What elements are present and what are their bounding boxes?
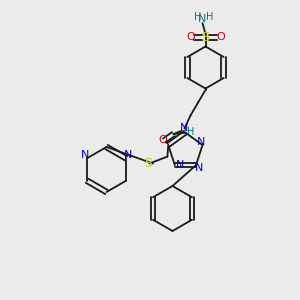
Text: H: H — [194, 11, 202, 22]
Text: N: N — [80, 150, 89, 160]
Text: N: N — [197, 137, 205, 147]
Text: O: O — [186, 32, 195, 43]
Text: O: O — [158, 135, 167, 146]
Text: N: N — [124, 150, 133, 160]
Text: H: H — [188, 127, 195, 137]
Text: N: N — [195, 163, 203, 172]
Text: S: S — [202, 31, 209, 44]
Text: S: S — [145, 157, 152, 170]
Text: N: N — [198, 14, 207, 25]
Text: N: N — [176, 160, 184, 170]
Text: N: N — [180, 123, 188, 134]
Text: H: H — [206, 11, 214, 22]
Text: O: O — [216, 32, 225, 43]
